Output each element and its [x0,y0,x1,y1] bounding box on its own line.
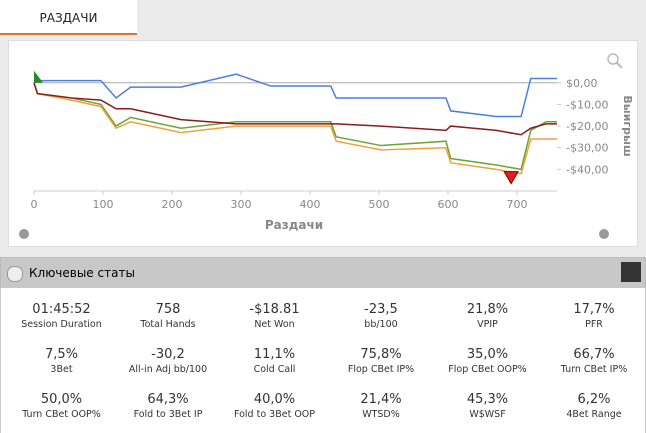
series-line [33,82,557,175]
stat: 11,1% Cold Call [221,347,328,375]
stat-label: All-in Adj bb/100 [128,364,208,375]
stat-label: Fold to 3Bet IP [133,409,203,420]
chart: Раздачи Выигрыш 0 100 200 300 400 500 600 700 $0… [19,53,634,239]
stat-label: Flop CBet OOP% [448,364,527,375]
settings-icon[interactable] [19,229,29,239]
stat-value: 50,0% [40,392,83,407]
stat-value: -23,5 [364,302,398,317]
stat-label: W$WSF [469,409,506,420]
x-tick-label: 600 [437,198,458,211]
stat-label: Total Hands [140,319,196,330]
collapse-button[interactable] [7,265,23,282]
y-tick-label: -$40,00 [566,163,608,176]
series-line [33,82,557,171]
stat-value: 64,3% [147,392,189,407]
stat-label: Session Duration [21,319,102,330]
stat-label: 3Bet [50,364,73,375]
x-tick-label: 100 [92,198,113,211]
x-axis-label: Раздачи [265,218,323,232]
layout-button[interactable] [621,262,641,282]
stat-label: Net Won [254,319,295,330]
stat-value: 21,4% [360,392,402,407]
chart-panel: Раздачи Выигрыш 0 100 200 300 400 500 600 700 $0… [8,40,638,247]
stat: 45,3% W$WSF [434,392,541,420]
stat-value: 66,7% [573,347,615,362]
stat: 50,0% Turn CBet OOP% [8,392,115,420]
stat-label: VPIP [477,319,498,330]
x-tick-label: 500 [368,198,389,211]
stat: 01:45:52 Session Duration [8,302,115,330]
stat: 35,0% Flop CBet OOP% [434,347,541,375]
stat: 64,3% Fold to 3Bet IP [115,392,222,420]
stat-label: Cold Call [253,364,296,375]
x-tick-label: 0 [31,198,38,211]
stat-label: WTSD% [362,409,400,420]
x-tick-label: 400 [299,198,320,211]
stat-value: 35,0% [466,347,509,362]
stat-label: Fold to 3Bet OOP [233,409,316,420]
info-icon[interactable] [599,229,609,239]
y-tick-label: -$30,00 [566,142,608,155]
x-tick-label: 200 [161,198,182,211]
stat-value: 11,1% [253,347,296,362]
section-title: Ключевые статы [29,266,135,280]
stat: 66,7% Turn CBet IP% [541,347,646,375]
stat: -$18.81 Net Won [221,302,328,330]
stat-value: -$18.81 [249,302,300,317]
stat-value: 7,5% [44,347,79,362]
stat: 7,5% 3Bet [8,347,115,375]
zoom-icon[interactable] [607,53,619,65]
x-tick-label: 300 [230,198,251,211]
stat-label: Turn CBet OOP% [22,409,101,420]
stat-value: 6,2% [577,392,611,407]
stat-value: 758 [155,302,181,317]
stat-value: 17,7% [573,302,615,317]
stats-grid: 01:45:52 Session Duration 758 Total Hands -$… [0,288,646,433]
stat-label: 4Bet Range [566,409,622,420]
stat-value: -30,2 [151,347,185,362]
y-axis-label: Выигрыш [621,95,634,156]
stat-value: 45,3% [466,392,509,407]
stat-value: 75,8% [360,347,402,362]
stat-label: bb/100 [364,319,398,330]
y-tick-label: -$20,00 [566,120,608,133]
start-marker [34,70,43,83]
series-line [33,82,557,136]
stat-label: PFR [585,319,603,330]
stat-label: Flop CBet IP% [347,364,415,375]
stat-value: 01:45:52 [32,302,91,317]
tab[interactable]: РАЗДАЧИ [0,0,137,35]
low-marker [503,171,519,185]
x-tick-label: 700 [506,198,527,211]
y-tick-label: $0,00 [566,77,598,90]
stat-value: 40,0% [253,392,296,407]
section-header: Ключевые статы [0,257,646,289]
stat-label: Turn CBet IP% [560,364,628,375]
stat: 6,2% 4Bet Range [541,392,646,420]
stat: 21,8% VPIP [434,302,541,330]
stat: 758 Total Hands [115,302,222,330]
stat: 75,8% Flop CBet IP% [328,347,435,375]
series-line [33,73,557,118]
stat: 21,4% WTSD% [328,392,435,420]
stat-value: 21,8% [466,302,509,317]
y-tick-label: -$10,00 [566,98,608,111]
stat: 40,0% Fold to 3Bet OOP [221,392,328,420]
stat: -30,2 All-in Adj bb/100 [115,347,222,375]
stat: -23,5 bb/100 [328,302,435,330]
stat: 17,7% PFR [541,302,646,330]
zoom-icon-handle [616,62,623,69]
